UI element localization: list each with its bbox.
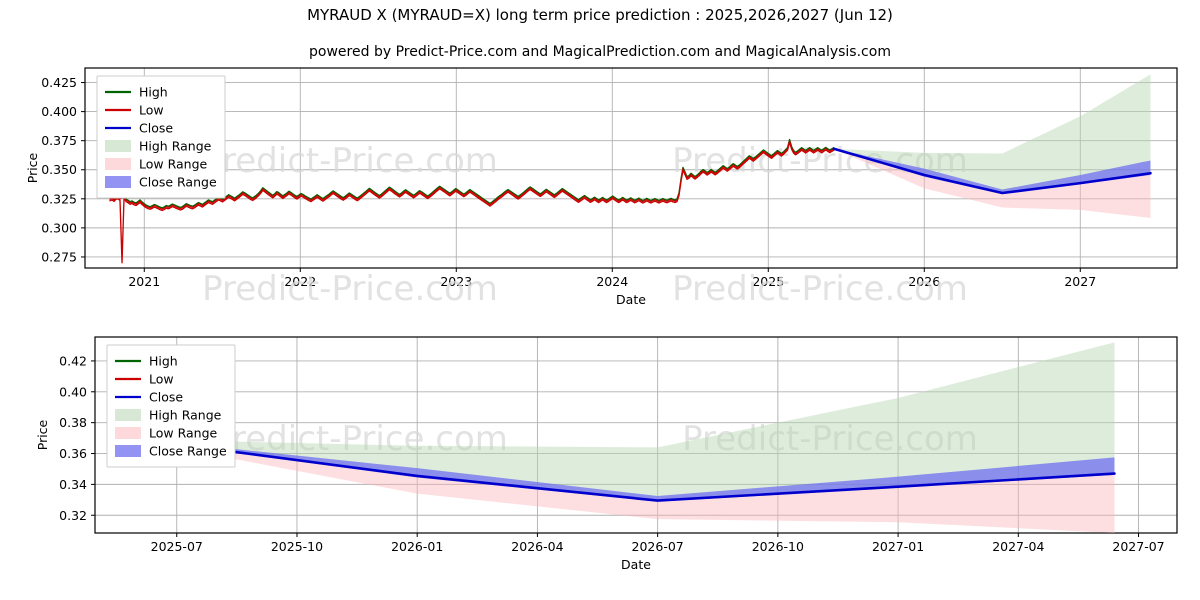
forecast-high-range-band [152, 342, 1115, 501]
y-tick-label: 0.325 [41, 191, 77, 206]
x-tick-label: 2026-04 [511, 539, 563, 554]
legend-label: High [149, 354, 178, 369]
legend-swatch-patch [115, 445, 141, 457]
y-tick-label: 0.42 [59, 353, 87, 368]
legend-item-close-range[interactable]: Close Range [105, 175, 217, 190]
legend-item-close[interactable]: Close [105, 121, 173, 136]
legend-swatch-patch [115, 427, 141, 439]
y-tick-label: 0.275 [41, 249, 77, 264]
page-subtitle: powered by Predict-Price.com and Magical… [309, 44, 891, 60]
legend-swatch-patch [105, 158, 131, 170]
legend-item-low-range[interactable]: Low Range [105, 157, 208, 172]
forecast-high-range-band [833, 74, 1151, 193]
x-tick-label: 2026 [908, 274, 940, 289]
forecast-close-range-band [152, 440, 1115, 502]
x-tick-label: 2026-10 [752, 539, 804, 554]
legend-item-high[interactable]: High [105, 85, 168, 100]
x-tick-label: 2022 [284, 274, 316, 289]
forecast-low-range-band [833, 148, 1151, 218]
legend-swatch-patch [105, 176, 131, 188]
x-tick-label: 2026-01 [391, 539, 443, 554]
page-title: MYRAUD X (MYRAUD=X) long term price pred… [307, 6, 893, 24]
legend-item-low[interactable]: Low [105, 103, 164, 118]
plot-frame [94, 336, 1178, 534]
history-low-line [109, 141, 835, 264]
y-tick-label: 0.32 [59, 508, 87, 523]
legend-label: Close [149, 390, 183, 405]
x-tick-label: 2027-04 [992, 539, 1044, 554]
y-tick-label: 0.400 [41, 104, 77, 119]
x-tick-label: 2026-07 [632, 539, 684, 554]
legend-item-close[interactable]: Close [115, 390, 183, 405]
x-tick-label: 2021 [128, 274, 160, 289]
forecast-low-range-band [152, 441, 1115, 533]
x-tick-label: 2025-10 [271, 539, 323, 554]
x-tick-label: 2025-07 [151, 539, 203, 554]
y-tick-label: 0.38 [59, 415, 87, 430]
history-close-line [109, 140, 835, 210]
y-tick-label: 0.350 [41, 162, 77, 177]
legend-item-close-range[interactable]: Close Range [115, 444, 227, 459]
legend-swatch-patch [105, 140, 131, 152]
forecast-close-line [832, 147, 1152, 195]
y-tick-label: 0.300 [41, 220, 77, 235]
legend-label: High [139, 85, 168, 100]
legend-label: Low Range [139, 157, 208, 172]
legend-label: Low Range [149, 426, 218, 441]
legend-item-high-range[interactable]: High Range [115, 408, 222, 423]
watermark-text: Predict-Price.com [202, 141, 498, 181]
x-tick-label: 2024 [596, 274, 628, 289]
legend-label: High Range [139, 139, 212, 154]
y-axis-label: Price [25, 152, 40, 183]
x-tick-label: 2025 [752, 274, 784, 289]
y-axis-label: Price [35, 419, 50, 450]
legend-item-high[interactable]: High [115, 354, 178, 369]
legend-label: Low [149, 372, 174, 387]
x-tick-label: 2027-01 [872, 539, 924, 554]
y-tick-label: 0.36 [59, 446, 87, 461]
x-tick-label: 2027-07 [1112, 539, 1164, 554]
legend-item-low[interactable]: Low [115, 372, 174, 387]
forecast-close-line [151, 439, 1116, 502]
legend-item-high-range[interactable]: High Range [105, 139, 212, 154]
y-tick-label: 0.40 [59, 384, 87, 399]
legend-label: Close Range [149, 444, 227, 459]
x-tick-label: 2027 [1064, 274, 1096, 289]
y-tick-label: 0.375 [41, 133, 77, 148]
history-high-line [109, 138, 835, 209]
legend-swatch-patch [115, 409, 141, 421]
forecast-close-range-band [833, 148, 1151, 195]
legend-item-low-range[interactable]: Low Range [115, 426, 218, 441]
x-axis-label: Date [616, 292, 646, 307]
legend-label: Low [139, 103, 164, 118]
watermark-text: Predict-Price.com [682, 419, 978, 459]
legend-label: Close Range [139, 175, 217, 190]
x-tick-label: 2023 [440, 274, 472, 289]
top-chart: 0.275 0.300 0.325 0.350 0.375 0.400 0.425 2021 2… [25, 67, 1178, 309]
bottom-chart: 0.32 0.34 0.36 0.38 0.40 0.42 2025-07 2025-10 20… [35, 336, 1178, 572]
watermark-text: Predict-Price.com [202, 269, 498, 309]
legend-label: Close [139, 121, 173, 136]
y-tick-label: 0.34 [59, 477, 87, 492]
x-axis-label: Date [621, 557, 651, 572]
legend-label: High Range [149, 408, 222, 423]
watermark-text: Predict-Price.com [672, 269, 968, 309]
y-tick-label: 0.425 [41, 75, 77, 90]
plot-frame [84, 67, 1178, 269]
